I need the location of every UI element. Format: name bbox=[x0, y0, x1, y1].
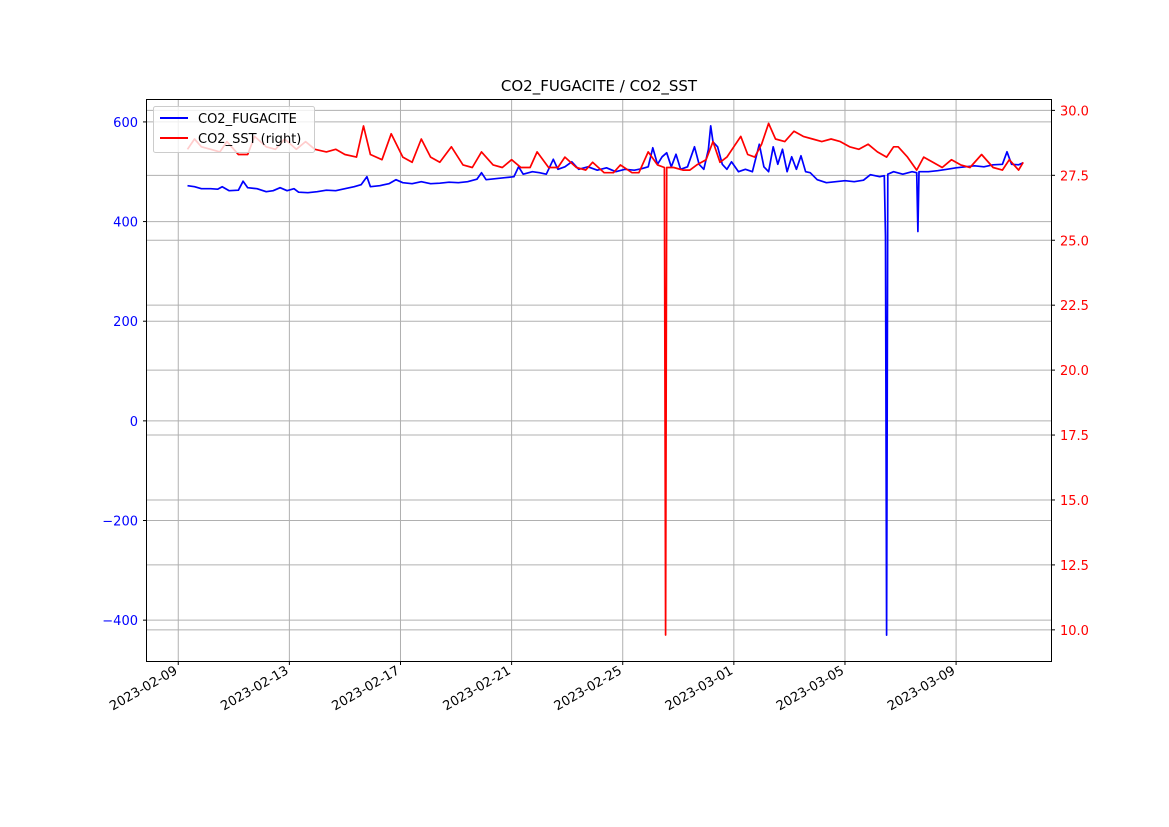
y-left-tick-label: 0 bbox=[130, 415, 138, 430]
series-line-co2-sst-right bbox=[186, 122, 1024, 636]
y-left-tick-label: −200 bbox=[102, 515, 138, 530]
y-right-axis: 10.0 12.5 15.0 17.5 20.0 22.5 25.0 27.5 30.0 bbox=[1051, 104, 1089, 639]
y-right-tick-label: 15.0 bbox=[1060, 494, 1089, 509]
y-right-tick-label: 10.0 bbox=[1060, 624, 1089, 639]
y-right-tick-label: 20.0 bbox=[1060, 364, 1089, 379]
legend: CO2_FUGACITE CO2_SST (right) bbox=[153, 106, 315, 153]
y-right-tick-label: 30.0 bbox=[1060, 104, 1089, 119]
y-right-tick-label: 22.5 bbox=[1060, 299, 1089, 314]
y-left-tick-label: −400 bbox=[102, 614, 138, 629]
y-right-tick-label: 17.5 bbox=[1060, 429, 1089, 444]
series-layer bbox=[186, 122, 1024, 636]
y-right-tick-label: 25.0 bbox=[1060, 234, 1089, 249]
grid-layer bbox=[147, 100, 1051, 661]
legend-box bbox=[153, 106, 315, 153]
y-left-axis: −400 −200 0 200 400 600 bbox=[102, 116, 147, 629]
y-left-tick-label: 400 bbox=[113, 216, 138, 231]
y-right-tick-label: 12.5 bbox=[1060, 559, 1089, 574]
legend-label-co2-sst: CO2_SST (right) bbox=[198, 132, 301, 147]
y-right-tick-label: 27.5 bbox=[1060, 169, 1089, 184]
y-left-tick-label: 600 bbox=[113, 116, 138, 131]
legend-label-co2-fugacite: CO2_FUGACITE bbox=[198, 112, 297, 127]
chart-title: CO2_FUGACITE / CO2_SST bbox=[501, 77, 698, 96]
plot-frame bbox=[146, 99, 1052, 662]
y-left-tick-label: 200 bbox=[113, 315, 138, 330]
